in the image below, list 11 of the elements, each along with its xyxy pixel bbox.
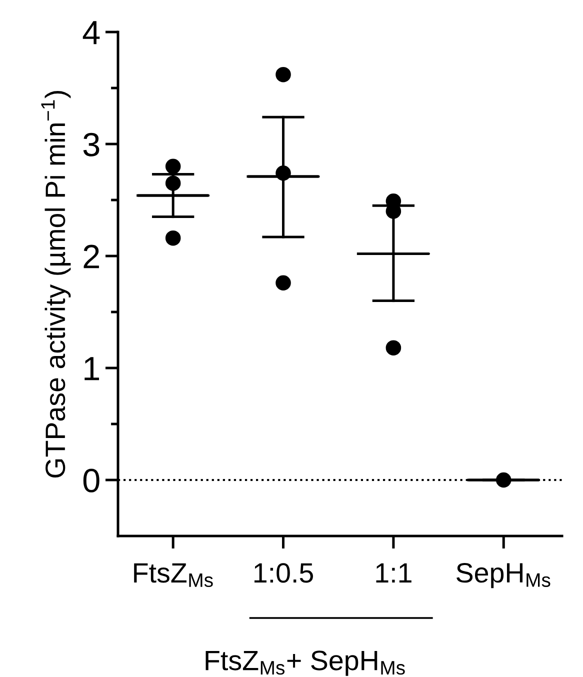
- x-tick-label: SepH$_{Ms}$: [456, 562, 550, 588]
- x-tick-label: FtsZ$_{Ms}$: [134, 563, 213, 588]
- x-axis-title: FtsZ$_{Ms}$+ SepH$_{Ms}$: [206, 650, 405, 676]
- y-tick-label: 1: [84, 357, 100, 380]
- x-tick-label: 1:0.5: [254, 563, 313, 583]
- y-axis-title: GTPase activity (µmol Pi min$^{−1}$): [41, 91, 71, 478]
- y-tick-label: 0: [83, 468, 100, 492]
- y-tick-label: 3: [83, 132, 100, 156]
- x-tick-label: 1:1: [376, 563, 412, 582]
- y-tick-label: 2: [84, 244, 99, 268]
- y-tick-label: 4: [82, 21, 100, 44]
